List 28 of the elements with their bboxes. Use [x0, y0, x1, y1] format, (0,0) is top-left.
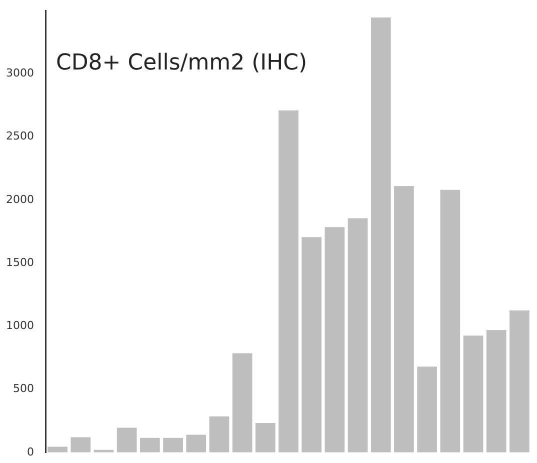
bar	[232, 353, 252, 452]
bar	[324, 227, 345, 452]
bar	[209, 416, 230, 452]
bar	[255, 422, 276, 452]
bar	[463, 336, 484, 452]
y-tick-label: 1000	[6, 319, 34, 332]
bar	[440, 190, 460, 452]
bar	[348, 218, 368, 452]
bar	[140, 438, 160, 452]
bar	[302, 237, 322, 452]
bar	[394, 186, 414, 452]
y-tick-label: 1500	[6, 256, 34, 269]
y-tick-label: 500	[12, 382, 34, 396]
y-tick-label: 3000	[6, 66, 34, 80]
bar	[48, 446, 68, 452]
bar	[186, 434, 206, 452]
bar	[486, 330, 506, 452]
y-tick-label: 2500	[6, 130, 34, 143]
bar	[116, 428, 137, 452]
y-tick-label: 0	[26, 445, 34, 458]
text: CD8+ Cells/mm2 (IHC)	[56, 50, 308, 76]
bar	[70, 437, 91, 452]
bar	[278, 110, 298, 452]
bar	[370, 18, 391, 452]
y-tick-label: 2000	[6, 192, 34, 206]
bar	[510, 310, 530, 452]
bar	[163, 438, 183, 452]
bar	[417, 366, 437, 452]
